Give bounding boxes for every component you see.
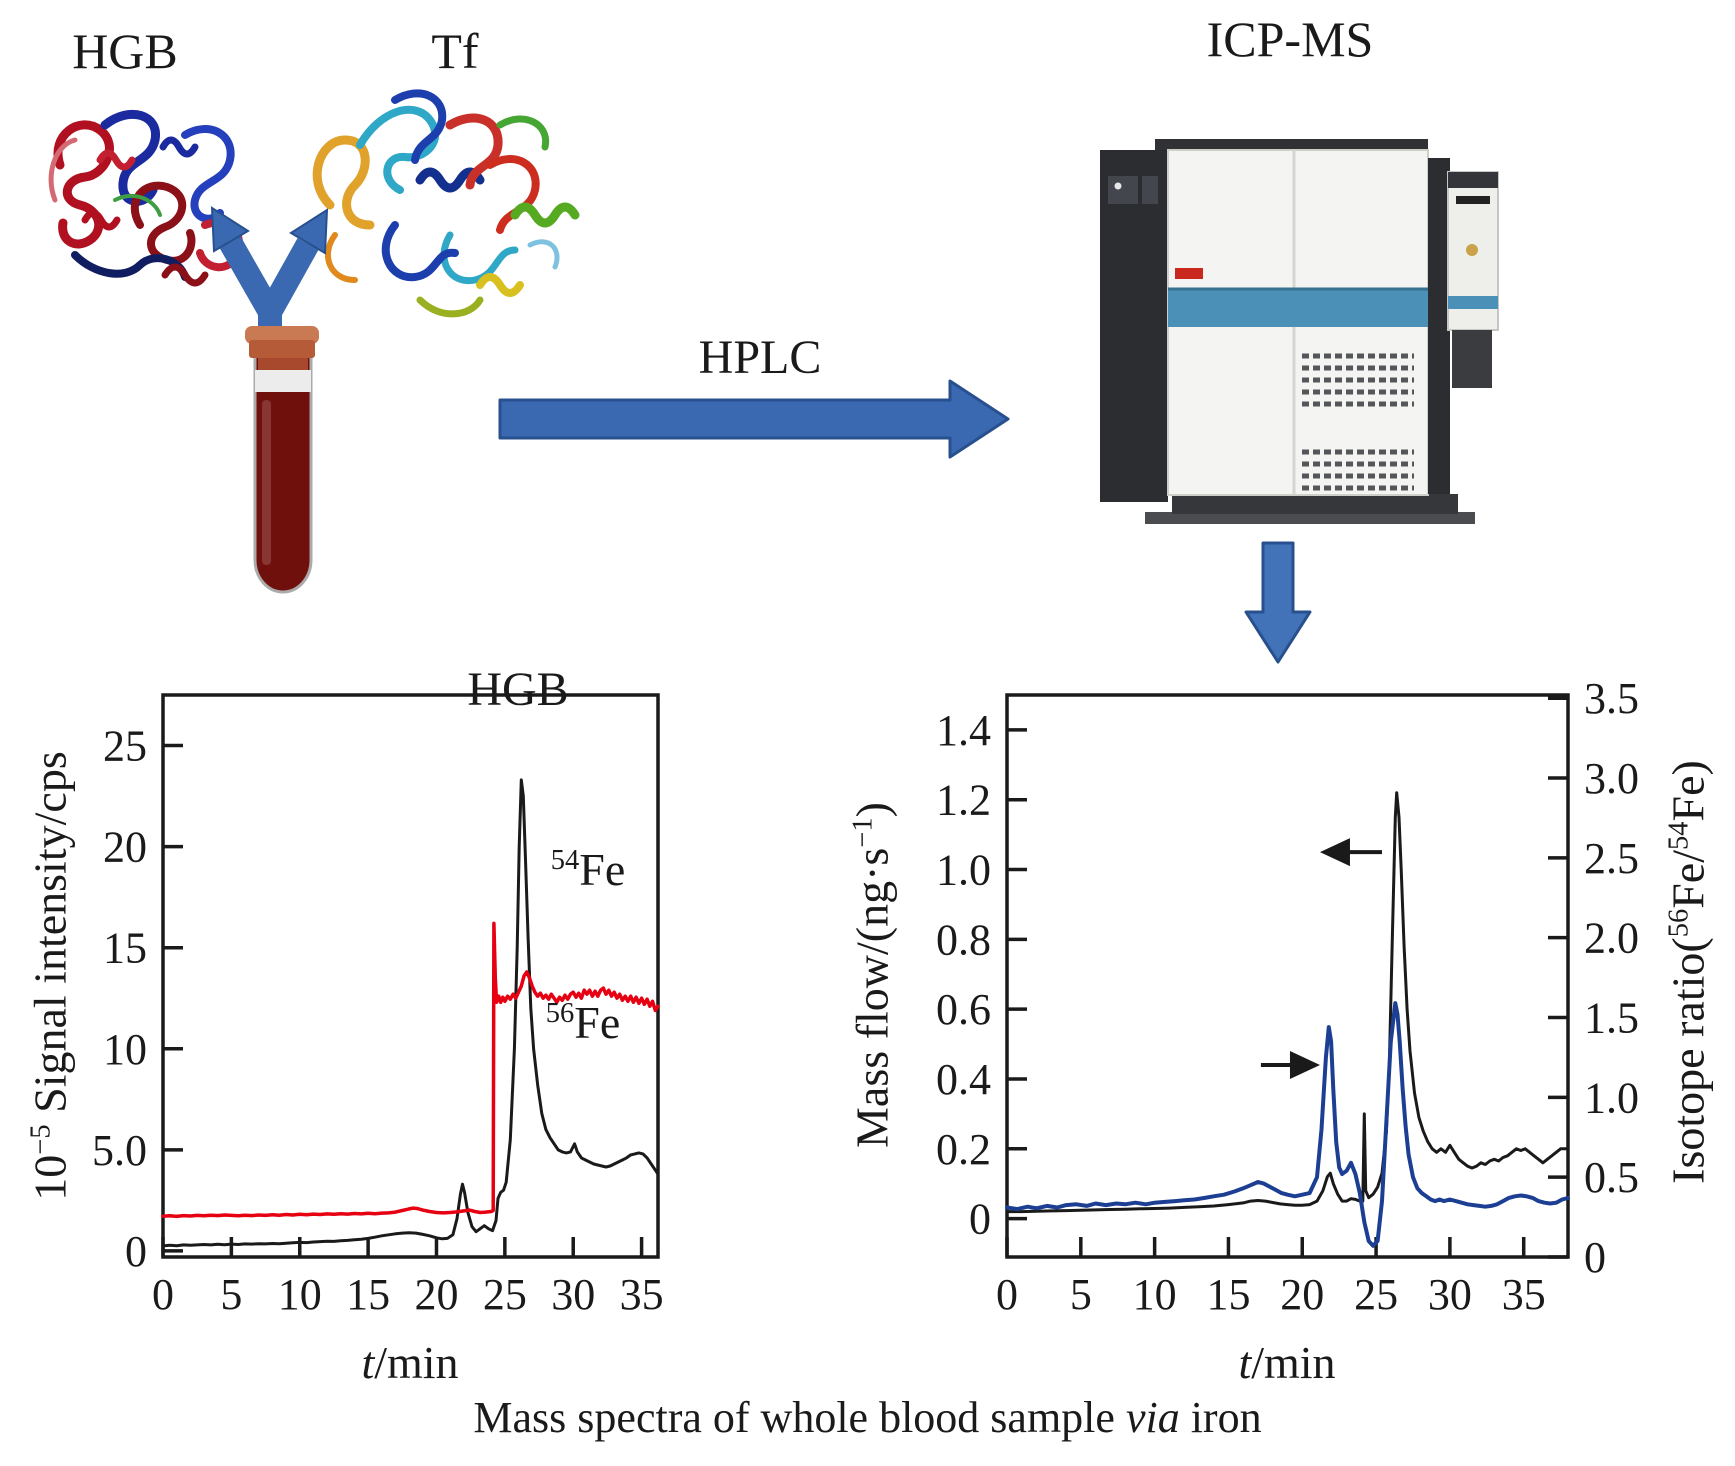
fe56-base: Fe — [574, 997, 621, 1048]
massflow-title-sup: −1 — [847, 817, 879, 848]
fe56-curve-label: 56Fe — [546, 996, 621, 1049]
svg-text:0: 0 — [152, 1270, 174, 1319]
right-chart-x-axis-title: t/min — [1238, 1336, 1335, 1389]
svg-text:1.5: 1.5 — [1584, 994, 1639, 1043]
svg-text:20: 20 — [414, 1270, 458, 1319]
svg-text:20: 20 — [103, 823, 147, 872]
massflow-title-pre: Mass flow/(ng·s — [846, 847, 898, 1148]
y-title-sup: −5 — [25, 1124, 57, 1155]
svg-text:35: 35 — [620, 1270, 664, 1319]
tf-protein-label: Tf — [431, 23, 479, 79]
icp-ms-label: ICP-MS — [1206, 11, 1374, 67]
svg-text:15: 15 — [103, 924, 147, 973]
fe54-sup: 54 — [550, 845, 580, 877]
svg-text:0.6: 0.6 — [936, 985, 991, 1034]
svg-text:0.4: 0.4 — [936, 1055, 991, 1104]
svg-text:15: 15 — [1206, 1270, 1250, 1319]
svg-text:1.0: 1.0 — [936, 846, 991, 895]
right-chart-right-y-axis-title: Isotope ratio(56Fe/54Fe) — [1662, 760, 1715, 1184]
x-title-rest: /min — [374, 1337, 459, 1388]
svg-text:30: 30 — [1428, 1270, 1472, 1319]
left-chart-y-axis-title: 10−5 Signal intensity/cps — [24, 751, 77, 1200]
svg-text:25: 25 — [1354, 1270, 1398, 1319]
fe54-base: Fe — [579, 844, 626, 895]
svg-text:0: 0 — [996, 1270, 1018, 1319]
svg-text:3.0: 3.0 — [1584, 754, 1639, 803]
x-title-italic-2: t — [1238, 1337, 1252, 1388]
svg-text:0: 0 — [125, 1227, 147, 1276]
hplc-step-label: HPLC — [698, 331, 822, 384]
svg-text:2.0: 2.0 — [1584, 914, 1639, 963]
mass-flow-isotope-ratio-chart: 0 5 10 15 20 25 30 35 0 0.2 0.4 0.6 0.8 1.0 1.2 1.4 0 0.5… — [936, 674, 1639, 1319]
ratio-title-sup1: 56 — [1663, 908, 1695, 938]
svg-text:10: 10 — [278, 1270, 322, 1319]
svg-text:30: 30 — [551, 1270, 595, 1319]
y-title-rest: Signal intensity/cps — [24, 751, 76, 1125]
y-title-base: 10 — [24, 1154, 76, 1201]
ratio-title-sup2: 54 — [1663, 821, 1695, 851]
svg-text:3.5: 3.5 — [1584, 674, 1639, 723]
hgb-protein-label: HGB — [72, 23, 178, 79]
svg-text:20: 20 — [1280, 1270, 1324, 1319]
caption-post: iron — [1179, 1393, 1262, 1442]
hgb-peak-label: HGB — [467, 663, 569, 716]
caption-italic: via — [1125, 1393, 1180, 1442]
svg-text:1.2: 1.2 — [936, 776, 991, 825]
svg-text:25: 25 — [483, 1270, 527, 1319]
svg-text:10: 10 — [1133, 1270, 1177, 1319]
svg-text:2.5: 2.5 — [1584, 834, 1639, 883]
right-chart-left-y-axis-title: Mass flow/(ng·s−1) — [846, 802, 899, 1148]
svg-text:5: 5 — [220, 1270, 242, 1319]
svg-text:5: 5 — [1070, 1270, 1092, 1319]
svg-text:0: 0 — [1584, 1233, 1606, 1282]
left-chart-x-axis-title: t/min — [361, 1336, 458, 1389]
split-arrow-icon — [210, 206, 329, 338]
hplc-arrow-icon — [498, 379, 1010, 459]
svg-text:0.8: 0.8 — [936, 915, 991, 964]
hgb-protein-illustration — [48, 109, 244, 287]
svg-text:5.0: 5.0 — [92, 1126, 147, 1175]
svg-text:1.4: 1.4 — [936, 706, 991, 755]
massflow-title-post: ) — [846, 802, 898, 818]
ratio-title-mid: Fe/ — [1662, 850, 1714, 909]
ratio-title-post: Fe) — [1662, 760, 1714, 822]
caption-pre: Mass spectra of whole blood sample — [473, 1393, 1126, 1442]
svg-text:0.5: 0.5 — [1584, 1153, 1639, 1202]
x-title-italic: t — [361, 1337, 375, 1388]
fe54-curve-label: 54Fe — [551, 843, 626, 896]
ratio-title-pre: Isotope ratio( — [1662, 937, 1714, 1184]
svg-text:10: 10 — [103, 1025, 147, 1074]
figure-caption: Mass spectra of whole blood sample via i… — [0, 1392, 1735, 1443]
svg-text:0.2: 0.2 — [936, 1125, 991, 1174]
tf-protein-illustration — [312, 89, 580, 318]
svg-text:15: 15 — [346, 1270, 390, 1319]
down-arrow-icon — [1244, 541, 1312, 664]
fe56-sup: 56 — [545, 998, 575, 1030]
svg-text:0: 0 — [969, 1195, 991, 1244]
svg-text:35: 35 — [1502, 1270, 1546, 1319]
svg-text:25: 25 — [103, 722, 147, 771]
icp-ms-instrument-illustration — [1100, 139, 1499, 524]
svg-text:1.0: 1.0 — [1584, 1073, 1639, 1122]
x-title-rest-2: /min — [1251, 1337, 1336, 1388]
blood-tube-illustration — [245, 326, 319, 594]
